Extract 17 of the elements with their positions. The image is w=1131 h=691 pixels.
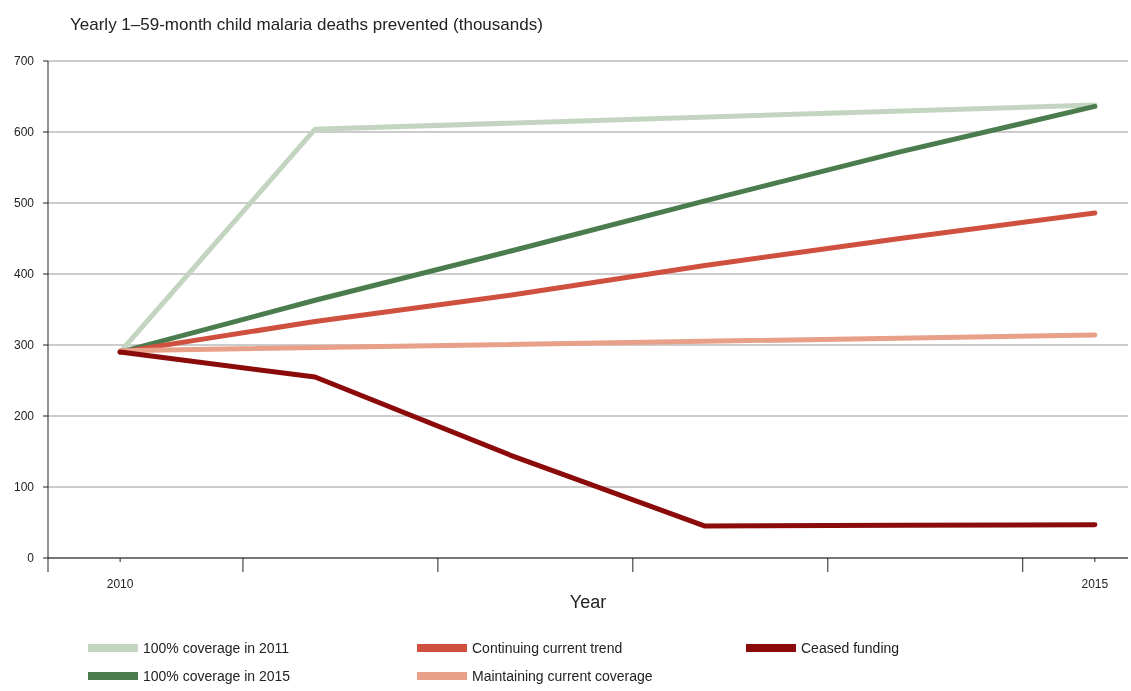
y-tick-label: 400 <box>13 267 35 282</box>
x-tick-label: 2015 <box>1081 577 1109 591</box>
y-tick-label: 200 <box>13 409 35 424</box>
legend-label: Maintaining current coverage <box>472 667 653 684</box>
legend-label: Ceased funding <box>801 639 900 656</box>
y-tick-label: 300 <box>13 338 35 353</box>
legend-label: Continuing current trend <box>472 639 623 656</box>
y-tick-label: 600 <box>13 125 35 140</box>
legend-label: 100% coverage in 2015 <box>143 667 291 684</box>
y-tick-label: 0 <box>27 551 35 566</box>
x-tick-label: 2010 <box>106 577 134 591</box>
legend-label: 100% coverage in 2011 <box>143 639 290 656</box>
y-tick-label: 100 <box>13 480 35 495</box>
x-axis-title: Year <box>569 592 607 612</box>
chart-title: Yearly 1–59-month child malaria deaths prevented (thousands) <box>70 15 543 34</box>
y-tick-label: 500 <box>13 196 35 211</box>
y-tick-label: 700 <box>13 54 35 69</box>
